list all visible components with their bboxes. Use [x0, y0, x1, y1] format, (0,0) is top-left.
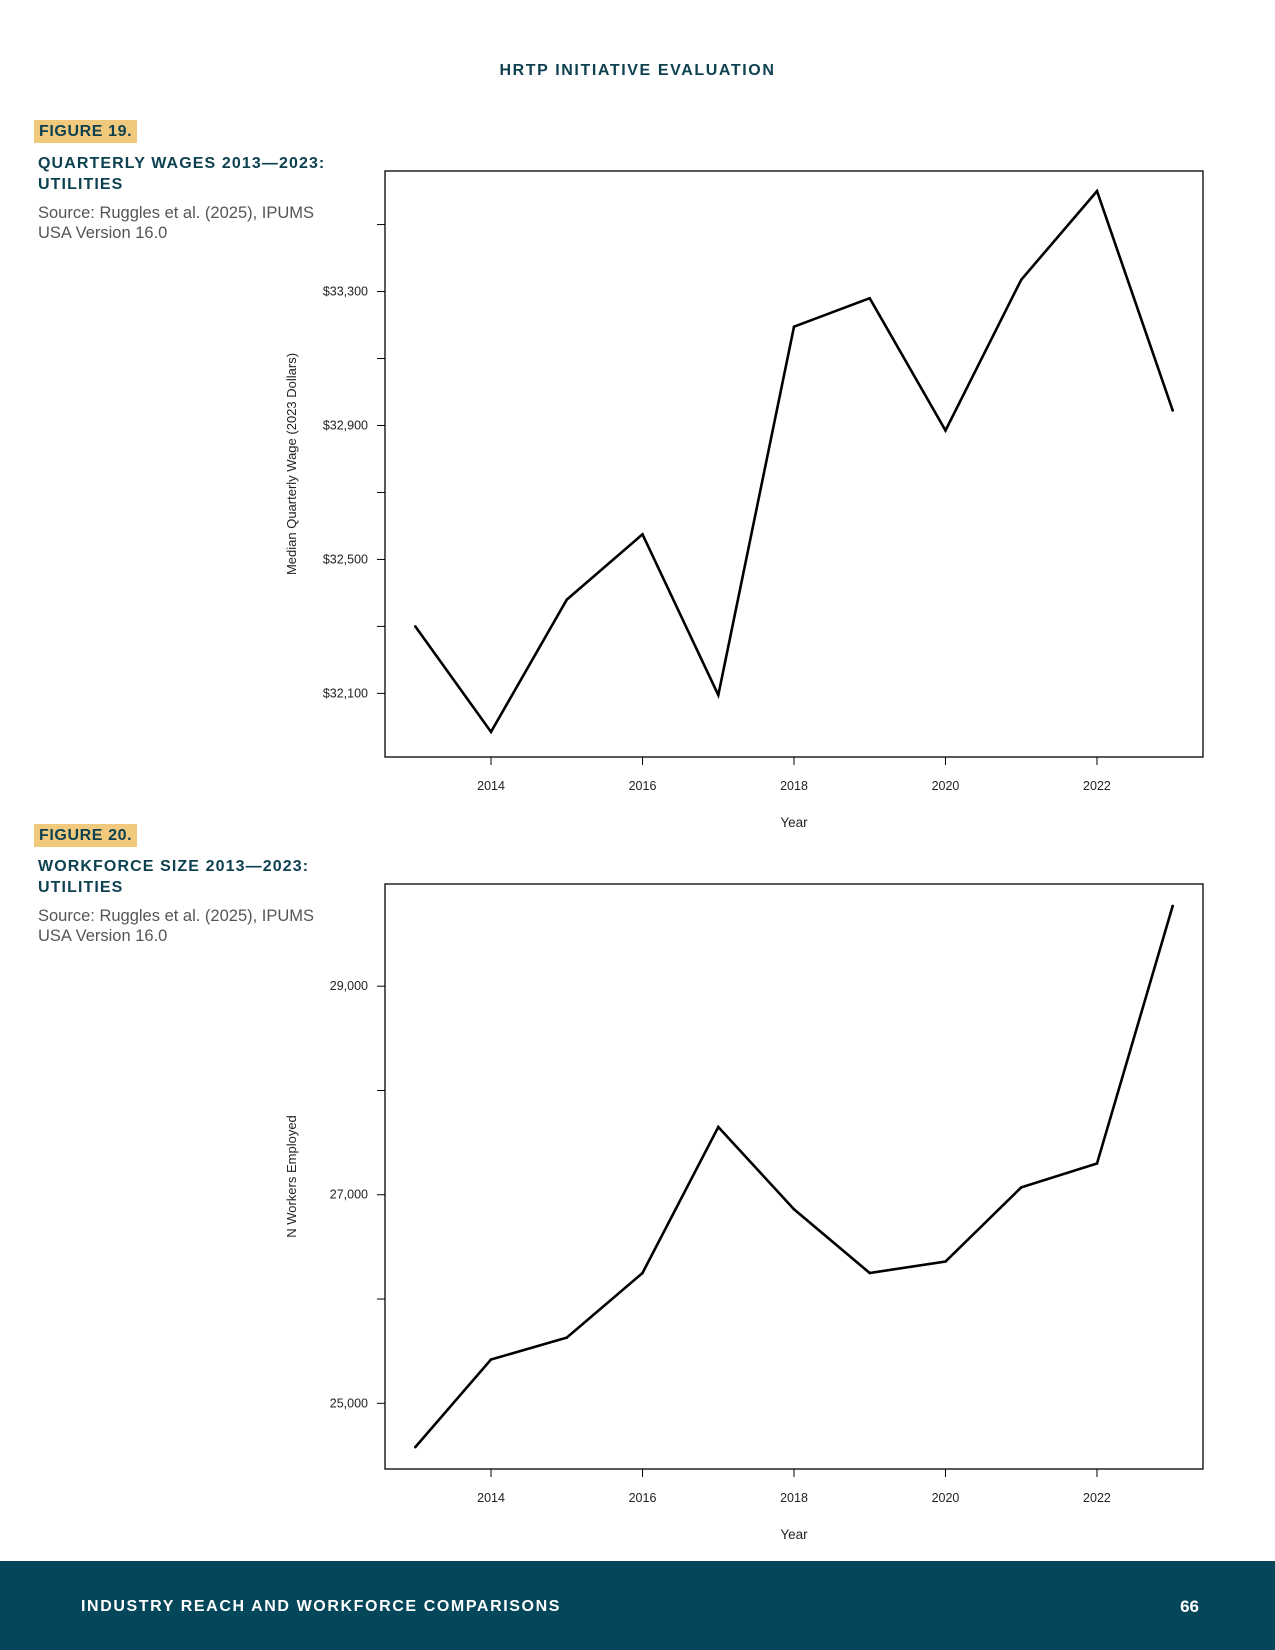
data-point [413, 625, 417, 628]
x-tick-label: 2020 [932, 779, 960, 793]
data-point [413, 1445, 417, 1449]
figure-19-title: QUARTERLY WAGES 2013—2023: UTILITIES [38, 155, 326, 193]
workforce-line-chart: 25,000 27,000 29,000 2014 2016 2018 2020 2022 Ye… [284, 883, 1204, 1542]
data-point [1095, 1162, 1099, 1165]
data-point [1171, 904, 1175, 908]
x-tick-label: 2022 [1083, 779, 1111, 793]
x-tick-label: 2016 [629, 779, 657, 793]
figure-20-source: Source: Ruggles et al. (2025), IPUMS USA… [38, 907, 315, 945]
data-point [565, 1336, 569, 1339]
footer-page-number: 66 [1180, 1597, 1199, 1616]
data-point [1019, 1186, 1023, 1189]
data-point [716, 693, 720, 697]
data-point [641, 533, 644, 536]
x-tick-label: 2022 [1083, 1491, 1111, 1505]
footer-bar [0, 1561, 1275, 1650]
y-tick-label: 25,000 [330, 1396, 368, 1410]
data-point [489, 730, 493, 734]
data-point [792, 325, 796, 329]
data-point [565, 598, 569, 601]
plot-frame [384, 883, 1204, 1470]
y-axis-label: Median Quarterly Wage (2023 Dollars) [284, 353, 299, 575]
y-tick-label: $32,900 [323, 418, 368, 432]
page-header-title: HRTP INITIATIVE EVALUATION [499, 62, 776, 79]
data-point [716, 1125, 720, 1129]
y-axis-label: N Workers Employed [284, 1115, 299, 1238]
y-tick-label: $32,500 [323, 552, 368, 566]
data-point [944, 429, 947, 432]
data-point [868, 296, 872, 300]
data-point [792, 1208, 796, 1211]
series-line [414, 905, 1174, 1448]
data-point [1171, 409, 1175, 412]
x-tick-label: 2014 [477, 1491, 505, 1505]
y-tick-label: 29,000 [330, 979, 368, 993]
plot-frame [384, 170, 1204, 758]
x-tick-label: 2018 [780, 779, 808, 793]
wages-line-chart: $32,100 $32,500 $32,900 $33,300 2014 2016 2018… [284, 170, 1204, 830]
data-point [641, 1271, 644, 1275]
figure-19-label: FIGURE 19. [34, 120, 138, 143]
data-point [1019, 278, 1023, 282]
x-tick-label: 2020 [932, 1491, 960, 1505]
data-point [1095, 189, 1099, 193]
data-point [944, 1260, 947, 1263]
y-tick-label: $33,300 [323, 285, 368, 299]
figure-19-source: Source: Ruggles et al. (2025), IPUMS USA… [38, 204, 315, 242]
footer-section-title: INDUSTRY REACH AND WORKFORCE COMPARISONS [81, 1598, 562, 1615]
series-line [414, 188, 1174, 735]
y-tick-label: $32,100 [323, 686, 368, 700]
x-axis-label: Year [780, 1527, 808, 1542]
data-point [489, 1358, 493, 1361]
y-tick-label: 27,000 [330, 1188, 368, 1202]
x-tick-label: 2018 [780, 1491, 808, 1505]
x-tick-label: 2014 [477, 779, 505, 793]
x-axis-label: Year [780, 815, 808, 830]
figure-20-title: WORKFORCE SIZE 2013—2023: UTILITIES [38, 858, 310, 896]
figure-20-label: FIGURE 20. [34, 824, 138, 847]
x-tick-label: 2016 [629, 1491, 657, 1505]
data-point [868, 1271, 872, 1275]
